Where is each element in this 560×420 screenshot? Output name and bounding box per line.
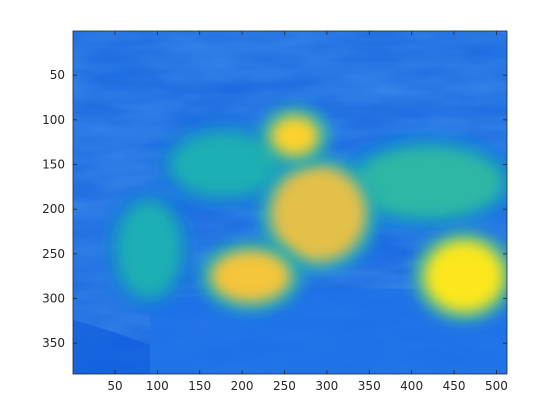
x-tick-label: 150 bbox=[188, 379, 211, 393]
garlic bbox=[424, 240, 505, 313]
front-yellow-pepper bbox=[210, 250, 291, 303]
y-tick-label: 200 bbox=[42, 202, 65, 216]
x-tick-label: 300 bbox=[315, 379, 338, 393]
axes-frame bbox=[72, 30, 508, 375]
y-axis: 50 100 150 200 250 300 350 bbox=[42, 68, 507, 350]
right-pepper-top bbox=[353, 146, 504, 219]
plot-area: 50 100 150 200 250 300 350 400 450 500 50 100 150 20… bbox=[42, 30, 508, 393]
upper-left-pepper bbox=[170, 132, 281, 197]
image-content bbox=[104, 105, 507, 323]
y-tick-label: 250 bbox=[42, 247, 65, 261]
small-top-pepper bbox=[270, 115, 319, 156]
x-tick-label: 500 bbox=[485, 379, 508, 393]
y-tick-label: 150 bbox=[42, 158, 65, 172]
x-tick-label: 250 bbox=[273, 379, 296, 393]
y-tick-label: 100 bbox=[42, 113, 65, 127]
x-tick-label: 350 bbox=[358, 379, 381, 393]
y-tick-label: 300 bbox=[42, 292, 65, 306]
table-cloth-left bbox=[73, 320, 150, 374]
x-tick-label: 100 bbox=[146, 379, 169, 393]
x-tick-label: 400 bbox=[400, 379, 423, 393]
y-tick-label: 50 bbox=[50, 68, 65, 82]
x-tick-label: 450 bbox=[443, 379, 466, 393]
x-tick-label: 200 bbox=[231, 379, 254, 393]
left-pepper bbox=[116, 201, 181, 298]
y-tick-label: 350 bbox=[42, 336, 65, 350]
x-tick-label: 50 bbox=[107, 379, 122, 393]
x-axis: 50 100 150 200 250 300 350 400 450 500 bbox=[107, 31, 508, 393]
center-yellow-pepper bbox=[270, 165, 367, 262]
